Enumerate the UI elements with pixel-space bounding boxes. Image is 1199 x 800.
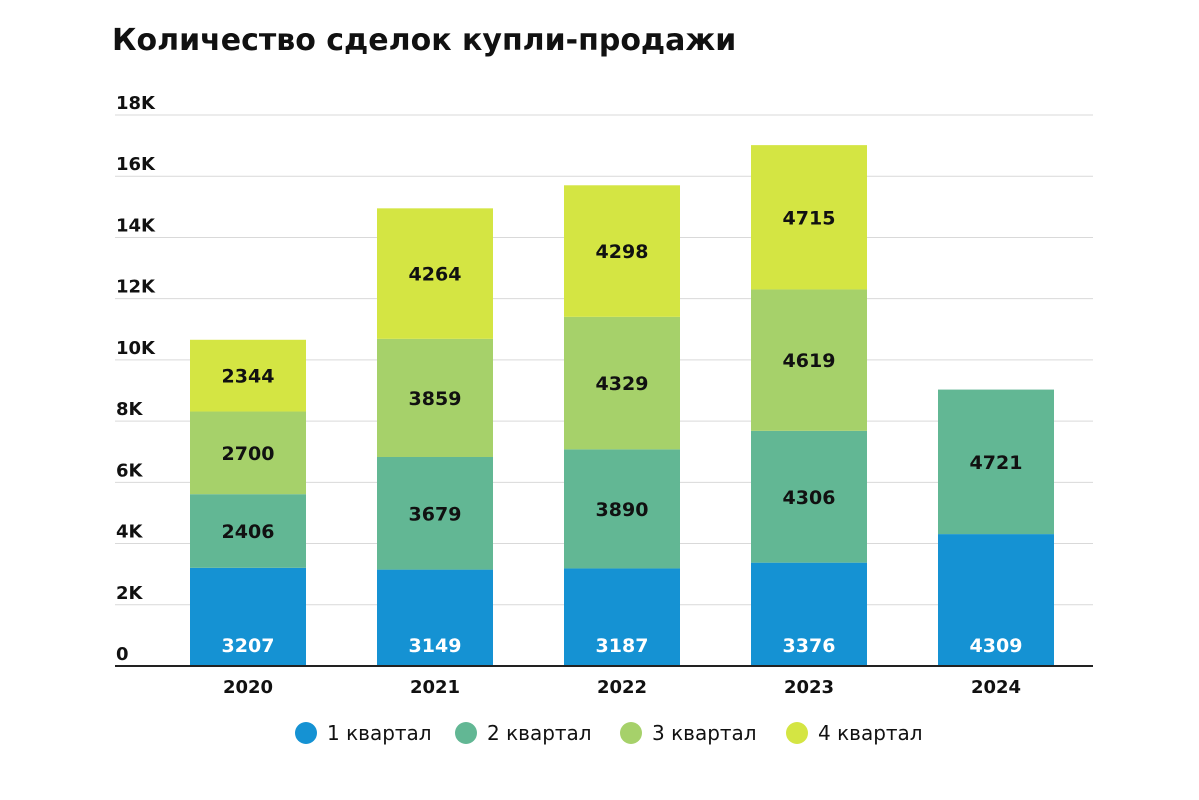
- data-label: 4264: [409, 264, 462, 286]
- data-label: 4298: [596, 241, 649, 263]
- data-label: 3187: [596, 635, 649, 657]
- data-label: 3376: [783, 635, 836, 657]
- bar-segment-2022-q3: [564, 316, 680, 450]
- y-tick-label: 4K: [116, 522, 144, 543]
- data-label: 4619: [783, 350, 836, 372]
- legend-item: 3 квартал: [620, 721, 757, 745]
- bar-segment-2023-q4: [751, 145, 867, 290]
- bar-segment-2021-q4: [377, 208, 493, 339]
- y-tick-label: 16K: [116, 154, 156, 175]
- bar-segment-2021-q2: [377, 456, 493, 570]
- legend-label: 4 квартал: [818, 721, 923, 745]
- y-tick-label: 6K: [116, 460, 144, 481]
- bar-segment-2023-q2: [751, 430, 867, 563]
- x-tick-label: 2020: [223, 677, 273, 698]
- legend: 1 квартал 2 квартал 3 квартал 4 квартал: [295, 721, 923, 745]
- bars: 3207 2406 2700 2344 3149 3679 3859 4264 3187 3890…: [190, 145, 1054, 666]
- chart-title: Количество сделок купли-продажи: [112, 23, 736, 58]
- x-tick-label: 2021: [410, 677, 460, 698]
- data-label: 4715: [783, 207, 836, 229]
- x-tick-label: 2024: [971, 677, 1021, 698]
- bar-segment-2022-q4: [564, 185, 680, 317]
- y-tick-label: 14K: [116, 215, 156, 236]
- x-axis: 2020 2021 2022 2023 2024: [115, 665, 1093, 698]
- bar-segment-2023-q1: [751, 562, 867, 666]
- legend-swatch: [455, 722, 477, 744]
- data-label: 3149: [409, 635, 462, 657]
- legend-swatch: [295, 722, 317, 744]
- y-tick-label: 18K: [116, 93, 156, 114]
- data-label: 3207: [222, 635, 275, 657]
- data-label: 4309: [970, 635, 1023, 657]
- data-label: 3859: [409, 388, 462, 410]
- data-label: 3890: [596, 499, 649, 521]
- legend-swatch: [786, 722, 808, 744]
- bar-segment-2022-q2: [564, 449, 680, 569]
- legend-swatch: [620, 722, 642, 744]
- data-label: 2700: [222, 443, 275, 465]
- bar-segment-2020-q1: [190, 567, 306, 666]
- bar-segment-2021-q3: [377, 338, 493, 457]
- legend-label: 2 квартал: [487, 721, 592, 745]
- x-tick-label: 2022: [597, 677, 647, 698]
- data-label: 4306: [783, 487, 836, 509]
- bar-segment-2024-q1: [938, 534, 1054, 666]
- bar-segment-2020-q3: [190, 411, 306, 495]
- data-label: 3679: [409, 503, 462, 525]
- y-tick-label: 8K: [116, 399, 144, 420]
- y-tick-label: 0: [116, 644, 129, 665]
- legend-item: 4 квартал: [786, 721, 923, 745]
- data-label: 4721: [970, 452, 1023, 474]
- bar-segment-2024-q2: [938, 389, 1054, 535]
- y-axis: 0 2K 4K 6K 8K 10K 12K 14K 16K 18K: [116, 93, 156, 665]
- legend-label: 1 квартал: [327, 721, 432, 745]
- legend-label: 3 квартал: [652, 721, 757, 745]
- legend-item: 2 квартал: [455, 721, 592, 745]
- y-tick-label: 12K: [116, 277, 156, 298]
- bar-segment-2020-q2: [190, 494, 306, 568]
- bar-segment-2020-q4: [190, 339, 306, 412]
- data-label: 4329: [596, 373, 649, 395]
- data-label: 2344: [222, 366, 275, 388]
- y-tick-label: 10K: [116, 338, 156, 359]
- bar-segment-2023-q3: [751, 289, 867, 431]
- y-tick-label: 2K: [116, 583, 144, 604]
- bar-segment-2021-q1: [377, 569, 493, 666]
- bar-segment-2022-q1: [564, 568, 680, 666]
- x-tick-label: 2023: [784, 677, 834, 698]
- data-label: 2406: [222, 521, 275, 543]
- legend-item: 1 квартал: [295, 721, 432, 745]
